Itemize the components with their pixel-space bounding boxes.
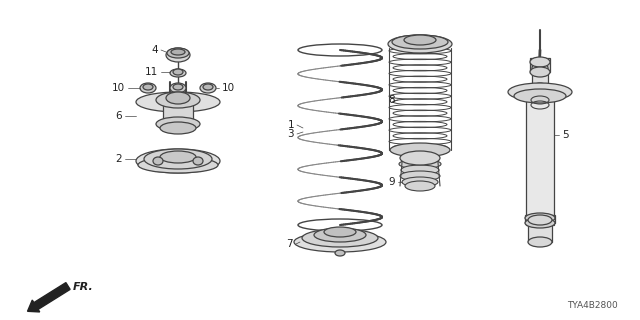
Ellipse shape [171, 49, 185, 55]
Ellipse shape [404, 35, 436, 45]
Ellipse shape [167, 48, 189, 58]
Bar [526, 95, 554, 225]
Ellipse shape [314, 228, 366, 242]
Ellipse shape [140, 83, 156, 93]
Text: 5: 5 [562, 130, 568, 140]
Ellipse shape [508, 83, 572, 101]
Text: 7: 7 [286, 239, 293, 249]
Bar [163, 102, 193, 124]
Ellipse shape [166, 48, 190, 62]
Ellipse shape [400, 151, 440, 165]
Text: 8: 8 [388, 95, 395, 105]
Ellipse shape [390, 143, 450, 157]
Text: TYA4B2800: TYA4B2800 [567, 301, 618, 310]
Bar [528, 220, 552, 242]
Bar [525, 215, 555, 223]
Text: 9: 9 [388, 177, 395, 187]
Text: 11: 11 [145, 67, 158, 77]
Ellipse shape [405, 181, 435, 191]
Ellipse shape [143, 84, 153, 90]
Ellipse shape [193, 157, 203, 165]
Ellipse shape [160, 151, 196, 163]
Ellipse shape [392, 35, 448, 49]
Ellipse shape [153, 157, 163, 165]
Ellipse shape [173, 69, 183, 75]
Ellipse shape [200, 83, 216, 93]
Ellipse shape [170, 69, 186, 77]
Ellipse shape [173, 84, 183, 90]
Ellipse shape [532, 83, 548, 93]
Ellipse shape [156, 117, 200, 131]
Text: 1: 1 [287, 120, 294, 130]
Ellipse shape [136, 92, 220, 112]
Ellipse shape [402, 177, 438, 187]
Ellipse shape [528, 215, 552, 225]
Ellipse shape [530, 57, 550, 67]
Ellipse shape [399, 159, 441, 169]
Ellipse shape [166, 92, 190, 104]
Text: 2: 2 [115, 154, 122, 164]
Ellipse shape [136, 149, 220, 173]
Ellipse shape [525, 213, 555, 223]
Ellipse shape [528, 237, 552, 247]
Text: 3: 3 [287, 129, 294, 139]
Text: 4: 4 [152, 45, 158, 55]
Text: 6: 6 [115, 111, 122, 121]
Ellipse shape [302, 229, 378, 247]
Ellipse shape [530, 67, 550, 77]
Ellipse shape [514, 89, 566, 103]
Ellipse shape [144, 149, 212, 169]
Ellipse shape [138, 157, 218, 173]
Ellipse shape [203, 84, 213, 90]
Bar [532, 68, 548, 88]
Bar [531, 93, 549, 165]
Ellipse shape [160, 122, 196, 134]
Ellipse shape [388, 35, 452, 53]
Ellipse shape [294, 232, 386, 252]
Ellipse shape [532, 63, 548, 73]
Ellipse shape [525, 218, 555, 228]
Text: 10: 10 [112, 83, 125, 93]
Ellipse shape [401, 165, 439, 175]
FancyArrow shape [28, 283, 70, 312]
Ellipse shape [156, 92, 200, 108]
Text: 10: 10 [222, 83, 235, 93]
Ellipse shape [170, 83, 186, 93]
Bar [530, 58, 550, 72]
Ellipse shape [400, 171, 440, 181]
Ellipse shape [324, 227, 356, 237]
Ellipse shape [335, 250, 345, 256]
Text: FR.: FR. [73, 282, 93, 292]
